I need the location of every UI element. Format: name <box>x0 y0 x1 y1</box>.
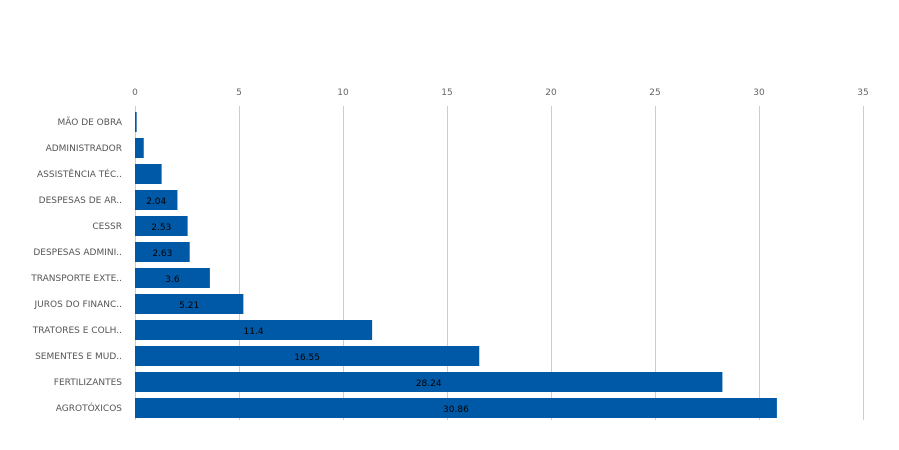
category-label: ASSISTÊNCIA TÉC.. <box>37 168 122 180</box>
category-label: AGROTÓXICOS <box>56 402 123 414</box>
x-tick-label: 5 <box>236 88 242 98</box>
bar <box>135 242 190 262</box>
x-axis-ticks: 0 5 10 15 20 25 30 35 <box>132 88 869 98</box>
x-tick-label: 10 <box>337 88 349 98</box>
x-tick-label: 30 <box>753 88 765 98</box>
data-label: 3.6 <box>165 275 180 285</box>
bar <box>135 268 210 288</box>
bar <box>135 164 162 184</box>
category-label: TRATORES E COLH.. <box>32 326 122 336</box>
category-label: MÃO DE OBRA <box>58 117 123 128</box>
data-label: 2.53 <box>151 223 171 233</box>
x-tick-label: 15 <box>441 88 452 98</box>
bar <box>135 372 723 392</box>
bar <box>135 112 137 132</box>
bar <box>135 294 244 314</box>
bar <box>135 398 777 418</box>
x-tick-label: 0 <box>132 88 138 98</box>
data-labels: 2.04 2.53 2.63 3.6 5.21 11.4 16.55 28.24 30.86 <box>146 197 469 415</box>
x-tick-label: 20 <box>545 88 557 98</box>
category-label: JUROS DO FINANC.. <box>34 300 123 310</box>
category-label: DESPESAS ADMINI.. <box>33 248 122 258</box>
category-label: CESSR <box>92 222 122 232</box>
category-labels: MÃO DE OBRA ADMINISTRADOR ASSISTÊNCIA TÉC.… <box>30 117 123 414</box>
data-label: 2.63 <box>152 249 172 259</box>
bar <box>135 346 480 366</box>
data-label: 16.55 <box>294 353 320 363</box>
bar <box>135 190 178 210</box>
bar <box>135 216 188 236</box>
category-label: SEMENTES E MUD.. <box>35 352 122 362</box>
gridlines <box>135 106 864 420</box>
bar <box>135 320 373 340</box>
category-label: FERTILIZANTES <box>54 378 123 388</box>
category-label: DESPESAS DE AR.. <box>39 196 122 206</box>
data-label: 11.4 <box>244 327 264 337</box>
category-label: TRANSPORTE EXTE.. <box>30 274 122 284</box>
data-label: 30.86 <box>443 405 469 415</box>
category-label: ADMINISTRADOR <box>46 144 122 154</box>
bars <box>135 112 777 418</box>
x-tick-label: 35 <box>857 88 868 98</box>
data-label: 2.04 <box>146 197 166 207</box>
bar <box>135 138 144 158</box>
data-label: 5.21 <box>179 301 199 311</box>
data-label: 28.24 <box>416 379 442 389</box>
x-tick-label: 25 <box>649 88 660 98</box>
